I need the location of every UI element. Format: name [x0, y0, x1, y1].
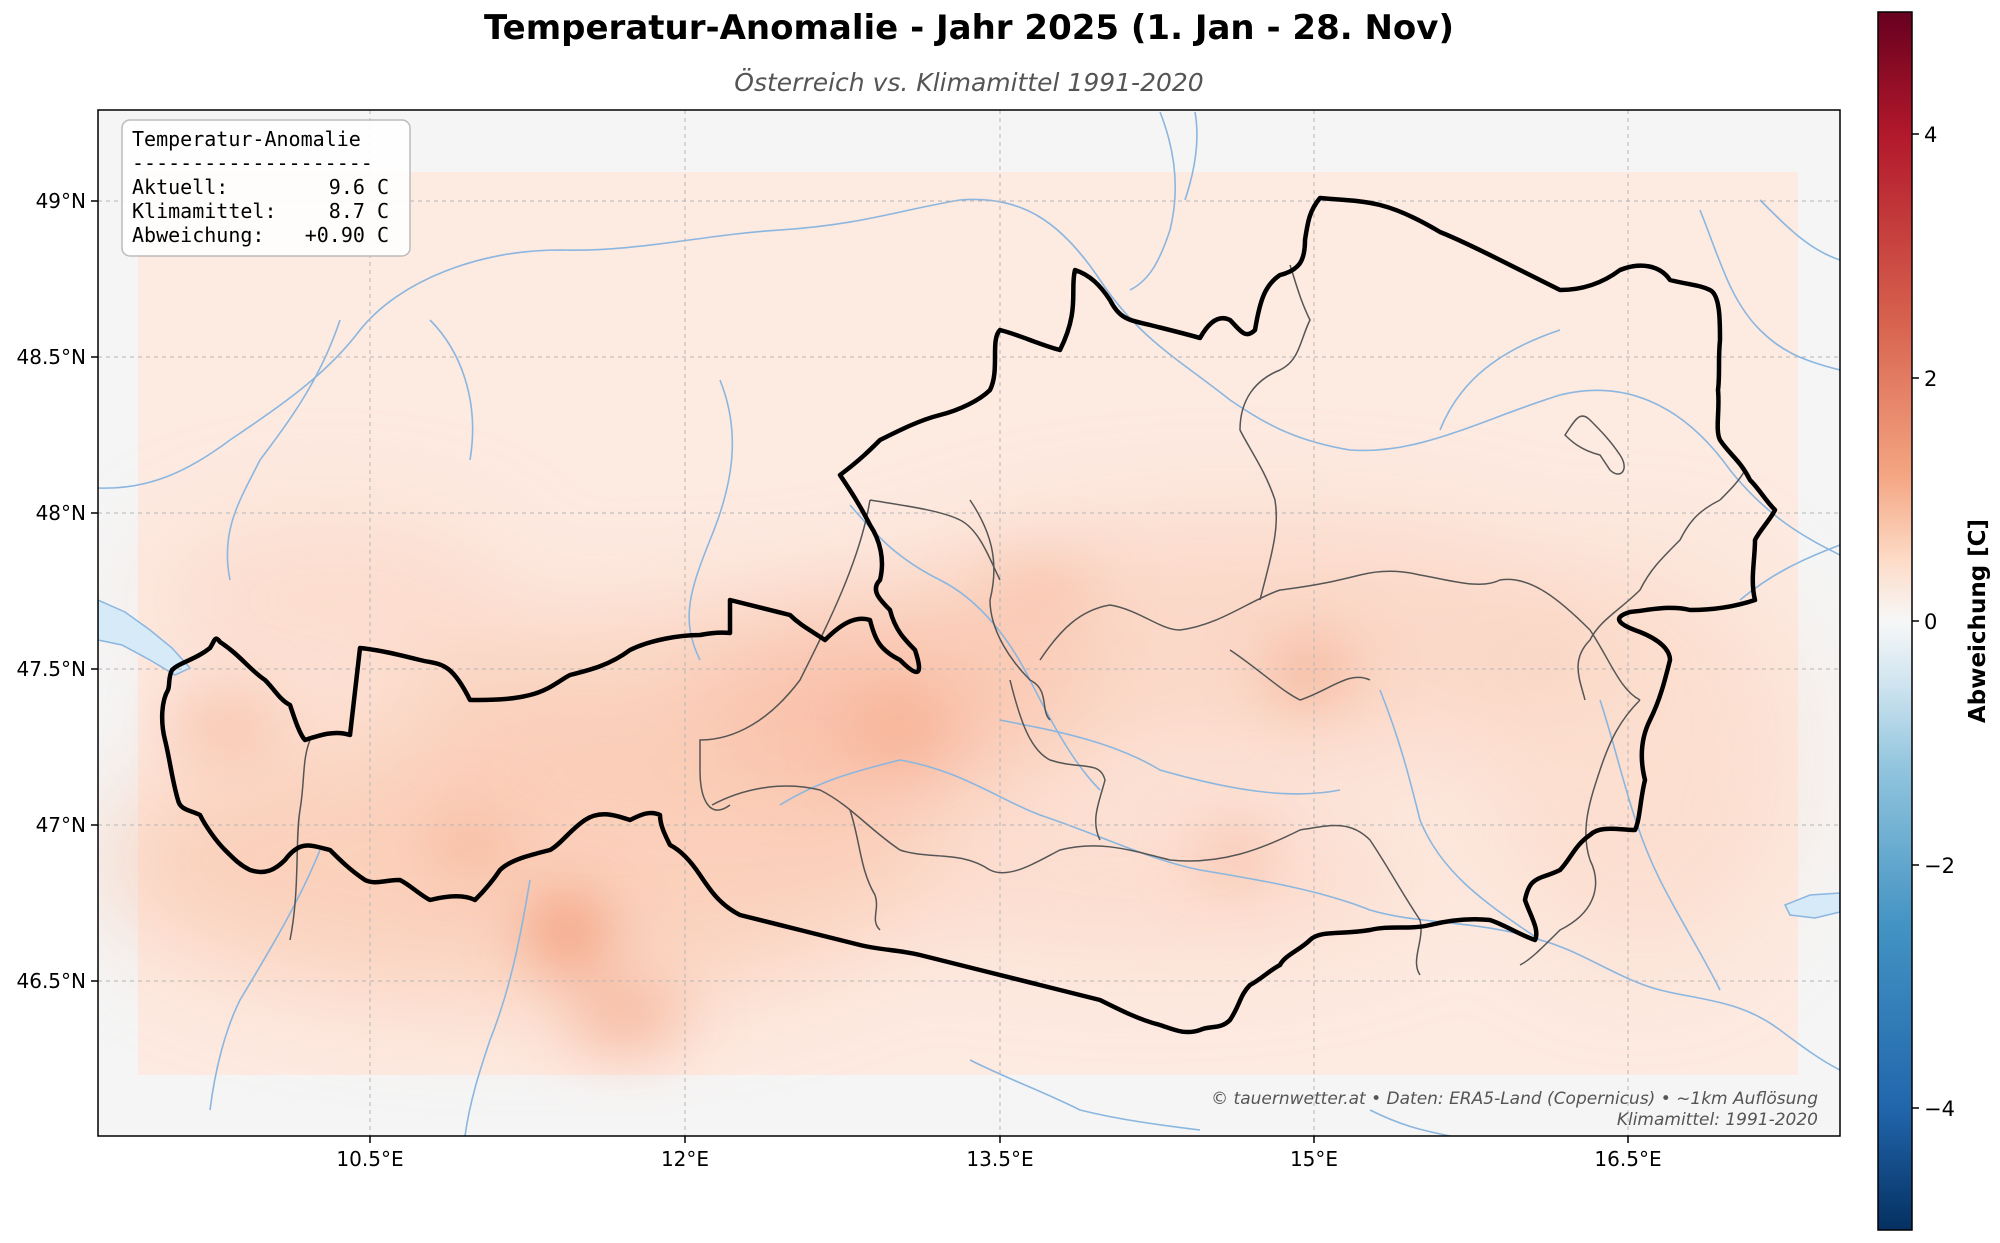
river-raba [1599, 699, 1721, 991]
border-vienna [1564, 415, 1625, 475]
lat-tick-label: 48.5°N [17, 345, 87, 369]
lon-tick-labels: 10.5°E 12°E 13.5°E 15°E 16.5°E [336, 1147, 1661, 1171]
lon-tick-label: 13.5°E [966, 1147, 1033, 1171]
river-adige [464, 879, 531, 1136]
lat-tick-label: 46.5°N [17, 969, 87, 993]
colorbar-ticks [1912, 133, 1919, 1109]
info-row-label: Aktuell: [132, 175, 228, 199]
river-ne [1759, 199, 1840, 261]
gridlines [98, 110, 1840, 1136]
river-se [1369, 1109, 1451, 1136]
border-styria-burgenland [1519, 699, 1641, 966]
lakes [98, 599, 1840, 919]
anomaly-hot-spots [165, 560, 1355, 1050]
border-styria-north [1039, 570, 1641, 701]
river-sava [969, 1059, 1201, 1131]
border-upper-lower [1239, 264, 1311, 601]
plot-area [98, 110, 1840, 1136]
river-lech [429, 319, 474, 461]
border-burgenland-west [1577, 499, 1721, 701]
border-salzburg-styria [1009, 679, 1106, 841]
lat-tick-label: 48°N [36, 501, 86, 525]
info-row-value: +0.90 C [305, 223, 389, 247]
lat-tick-label: 47.5°N [17, 657, 87, 681]
colorbar: 4 2 0 −2 −4 Abweichung [C] [1877, 11, 1991, 1231]
river-mur [1379, 689, 1541, 941]
credit-line-1: © tauernwetter.at • Daten: ERA5-Land (Co… [1211, 1089, 1818, 1109]
plot-frame [97, 109, 1841, 1137]
lat-tick-labels: 49°N 48.5°N 48°N 47.5°N 47°N 46.5°N [17, 189, 87, 993]
info-box-heading: Temperatur-Anomalie [132, 127, 361, 151]
info-row-value: 9.6 C [329, 175, 389, 199]
lon-tick-label: 12°E [661, 1147, 709, 1171]
anomaly-field [100, 172, 1800, 1075]
lake-constance [98, 599, 192, 676]
map-subtitle: Österreich vs. Klimamittel 1991-2020 [734, 68, 1204, 97]
border-upper-salzburg-n [869, 499, 1001, 581]
credit-line-2: Klimamittel: 1991-2020 [1617, 1110, 1818, 1130]
rivers [98, 111, 1840, 1136]
river-morava [1699, 209, 1840, 371]
info-box-separator: -------------------- [132, 151, 373, 175]
river-salzach [849, 504, 1101, 791]
info-row-label: Abweichung: [132, 223, 264, 247]
state-borders [289, 264, 1746, 976]
river-raab [1739, 544, 1840, 601]
lon-tick-label: 10.5°E [336, 1147, 403, 1171]
river-vltava [1129, 111, 1176, 291]
lake-balaton [1783, 892, 1840, 919]
lon-tick-label: 16.5°E [1594, 1147, 1661, 1171]
lon-tick-label: 15°E [1290, 1147, 1338, 1171]
colorbar-tick-label: 0 [1924, 610, 1937, 634]
river-danube [98, 198, 1840, 556]
lat-tick-label: 47°N [36, 813, 86, 837]
axis-ticks [91, 200, 1629, 1143]
border-salzburg-upper [969, 499, 1051, 721]
border-carinthia-west [849, 809, 881, 931]
border-tyrol-salzburg [699, 499, 871, 811]
colorbar-tick-label: 4 [1924, 123, 1937, 147]
river-drava [779, 759, 1840, 1071]
colorbar-tick-label: 2 [1924, 367, 1937, 391]
info-box-frame [121, 119, 411, 257]
austria-border [159, 195, 1778, 1035]
river-iller [226, 319, 341, 581]
info-row-label: Klimamittel: [132, 199, 277, 223]
info-box: Temperatur-Anomalie --------------------… [121, 119, 411, 257]
river-north [1184, 111, 1198, 201]
lat-tick-label: 49°N [36, 189, 86, 213]
colorbar-tick-label: −4 [1924, 1097, 1955, 1121]
map-title: Temperatur-Anomalie - Jahr 2025 (1. Jan … [484, 8, 1454, 48]
colorbar-bar [1877, 11, 1913, 1231]
colorbar-tick-label: −2 [1924, 854, 1955, 878]
info-row-value: 8.7 C [329, 199, 389, 223]
colorbar-label: Abweichung [C] [1965, 519, 1991, 723]
river-thaya [1439, 329, 1561, 431]
river-inn [688, 379, 734, 661]
border-inner-1 [1229, 649, 1371, 701]
river-enns [999, 719, 1341, 795]
border-vorarlberg-tyrol [289, 739, 311, 941]
river-adda [209, 849, 321, 1111]
